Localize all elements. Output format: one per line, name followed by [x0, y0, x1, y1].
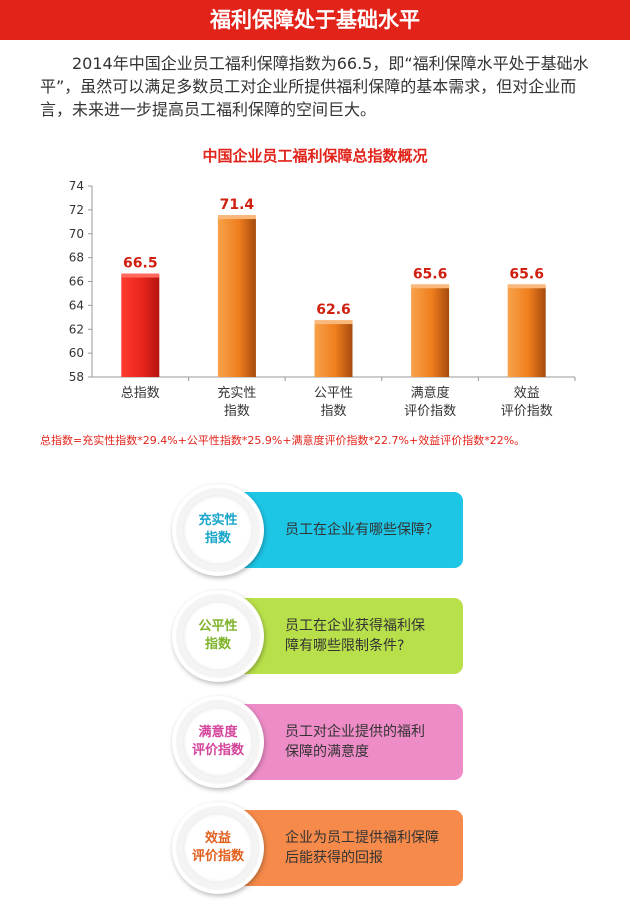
card-index-label: 效益 评价指数 — [183, 813, 253, 883]
x-tick-label: 总指数 — [121, 386, 160, 401]
bar — [217, 217, 256, 377]
y-tick-label: 66 — [69, 275, 84, 289]
card-question: 员工在企业有哪些保障？ — [285, 522, 439, 538]
x-tick-label: 充实性 — [217, 385, 256, 401]
card-question: 员工对企业提供的福利 保障的满意度 — [285, 724, 425, 760]
card-question: 员工在企业获得福利保 障有哪些限制条件? — [285, 618, 425, 654]
y-tick-label: 60 — [69, 346, 84, 360]
data-label: 66.5 — [123, 256, 158, 272]
x-tick-label: 效益 — [514, 386, 540, 401]
bar-top — [507, 284, 546, 289]
intro-paragraph: 2014年中国企业员工福利保障指数为66.5，即“福利保障水平处于基础水平”，虽… — [40, 54, 589, 119]
card-circle: 满意度 评价指数 — [172, 696, 264, 788]
y-tick-label: 58 — [69, 370, 84, 384]
y-tick-label: 72 — [69, 203, 84, 217]
x-tick-label: 评价指数 — [404, 404, 456, 419]
y-tick-label: 64 — [69, 298, 84, 312]
card-circle: 充实性 指数 — [172, 484, 264, 576]
y-tick-label: 68 — [69, 251, 84, 265]
card-index-label: 公平性 指数 — [183, 601, 253, 671]
chart-title: 中国企业员工福利保障总指数概况 — [202, 147, 428, 165]
bar — [121, 275, 160, 377]
bar — [314, 322, 353, 377]
bar-top — [411, 284, 450, 289]
x-tick-label: 满意度 — [411, 385, 450, 401]
index-formula: 总指数=充实性指数*29.4%+公平性指数*25.9%+满意度评价指数*22.7… — [40, 434, 526, 447]
bar — [507, 286, 546, 377]
card-circle: 公平性 指数 — [172, 590, 264, 682]
bar-chart: 58 60 62 64 66 68 70 72 74 66.5 总指数 71.4 充实性指数 62.6 公平… — [69, 179, 576, 419]
bar-top — [121, 273, 160, 278]
data-label: 65.6 — [509, 266, 544, 282]
card-question: 企业为员工提供福利保障 后能获得的回报 — [285, 830, 439, 866]
x-tick-label: 指数 — [224, 404, 250, 419]
bar-top — [217, 215, 256, 220]
data-label: 62.6 — [316, 302, 351, 318]
data-label: 65.6 — [413, 266, 448, 282]
card-index-label: 满意度 评价指数 — [183, 707, 253, 777]
x-tick-label: 公平性 — [314, 386, 353, 401]
y-tick-label: 62 — [69, 322, 84, 336]
page-banner: 福利保障处于基础水平 — [0, 0, 630, 40]
x-tick-label: 指数 — [320, 404, 346, 419]
bar-top — [314, 320, 353, 325]
x-tick-label: 评价指数 — [501, 404, 553, 419]
bar — [411, 286, 450, 377]
card-index-label: 充实性 指数 — [183, 495, 253, 565]
card-circle: 效益 评价指数 — [172, 802, 264, 894]
y-tick-label: 74 — [69, 179, 84, 193]
y-tick-label: 70 — [69, 227, 84, 241]
data-label: 71.4 — [220, 197, 255, 213]
